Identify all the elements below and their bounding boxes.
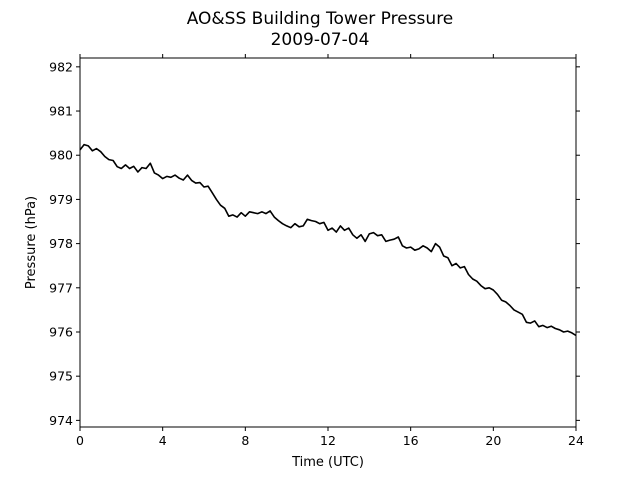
chart-subtitle: 2009-07-04: [271, 30, 370, 50]
y-tick-label: 974: [49, 413, 73, 428]
pressure-series-line: [79, 143, 577, 337]
y-tick-label: 978: [49, 236, 73, 251]
y-tick-label: 980: [49, 148, 73, 163]
y-tick-label: 977: [49, 280, 73, 295]
x-tick-label: 8: [241, 433, 249, 448]
x-tick-label: 0: [76, 433, 84, 448]
tick-labels: 0 4 8 12 16 20 24 974 975 976 977 978 979 980 981 982: [49, 59, 584, 448]
y-tick-label: 975: [49, 369, 73, 384]
y-tick-label: 981: [49, 104, 73, 119]
x-tick-label: 16: [403, 433, 419, 448]
x-tick-label: 20: [485, 433, 501, 448]
axis-ticks: [76, 54, 580, 431]
y-tick-label: 976: [49, 324, 73, 339]
chart-title: AO&SS Building Tower Pressure: [187, 9, 454, 29]
x-tick-label: 12: [320, 433, 336, 448]
y-tick-label: 979: [49, 192, 73, 207]
x-tick-label: 24: [568, 433, 584, 448]
y-axis-label: Pressure (hPa): [24, 196, 39, 289]
y-tick-label: 982: [49, 59, 73, 74]
plot-frame: [79, 57, 577, 428]
x-tick-label: 4: [159, 433, 167, 448]
x-axis-label: Time (UTC): [291, 455, 364, 470]
